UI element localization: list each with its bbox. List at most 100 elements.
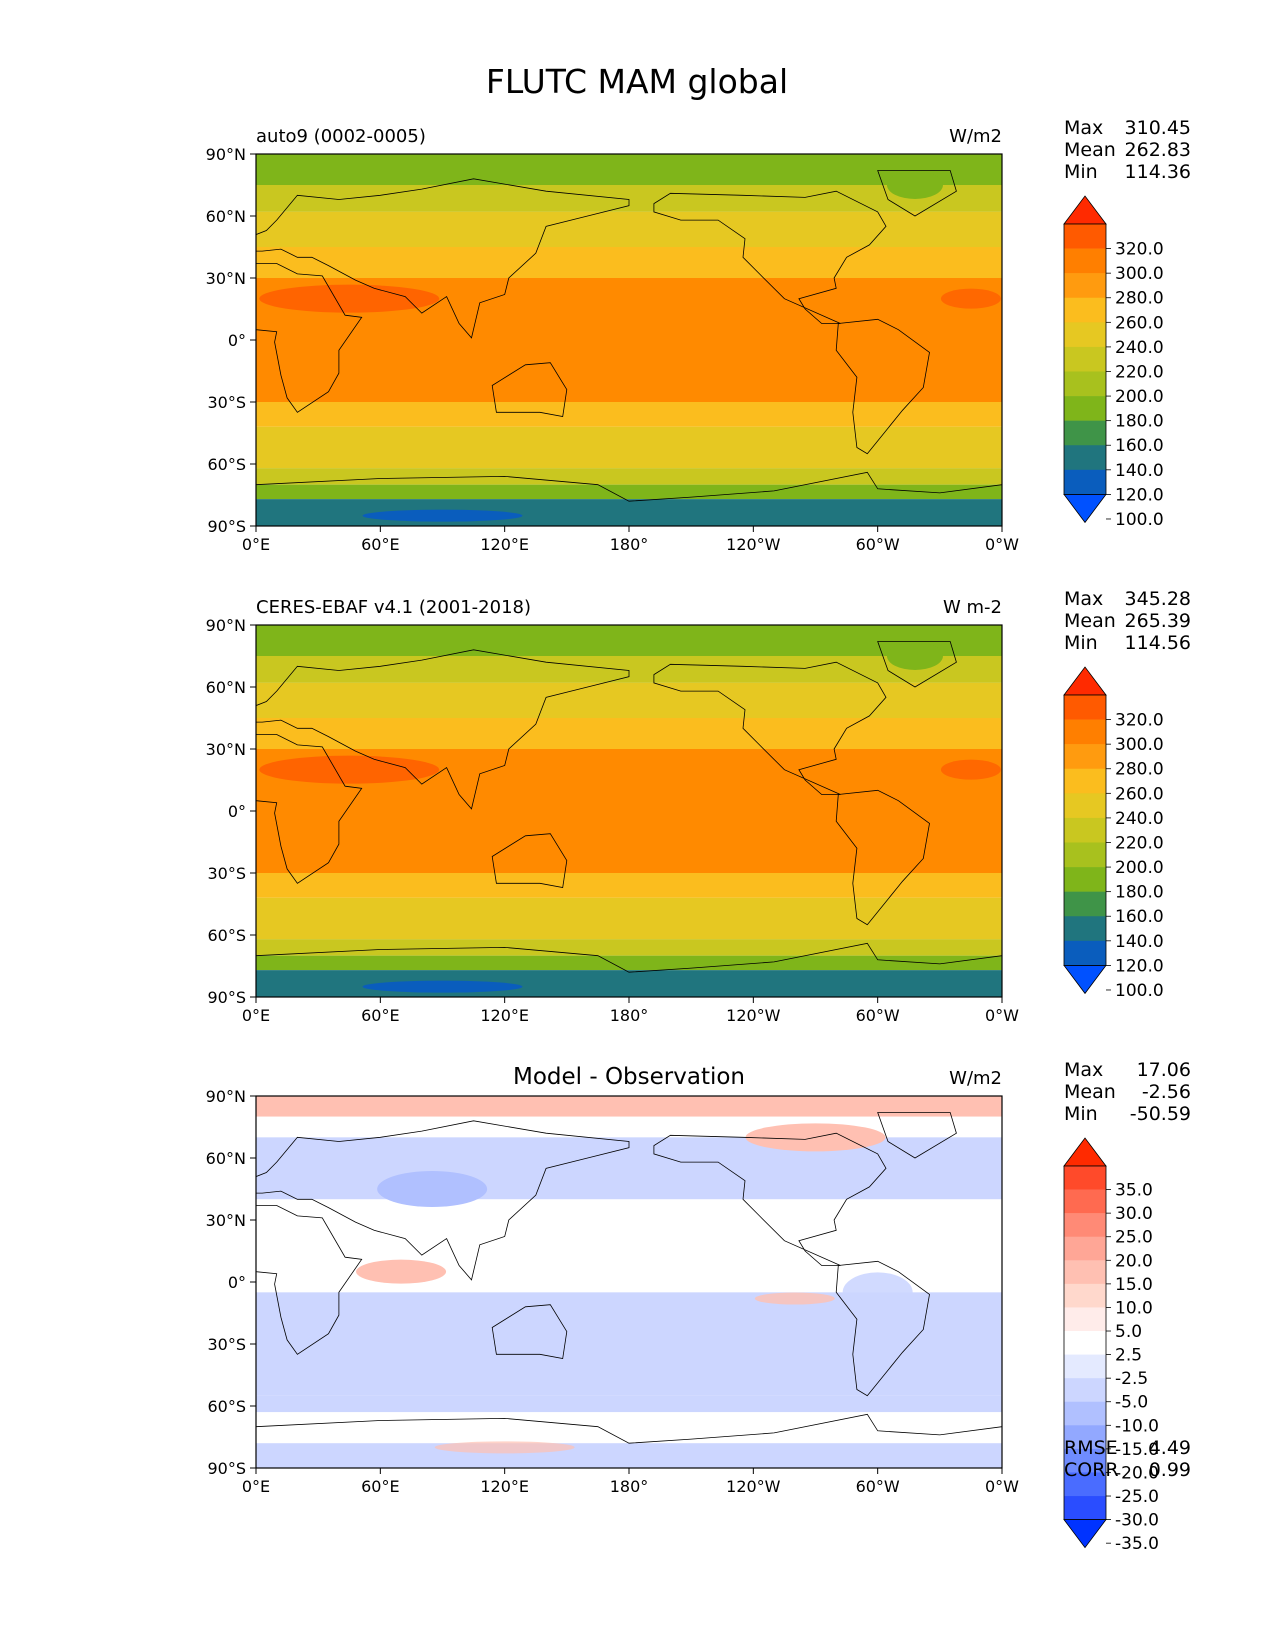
colorbar-tick-label: 180.0 (1115, 412, 1164, 432)
colorbar-tick-label: 120.0 (1115, 485, 1164, 505)
map-band (256, 656, 1002, 683)
coastline (491, 362, 568, 417)
colorbar-cell (1064, 891, 1106, 917)
colorbar-tick-label: 100.0 (1115, 510, 1164, 530)
colorbar-cell (1064, 817, 1106, 843)
map-field (256, 625, 1002, 997)
y-tick-label: 30°N (206, 740, 246, 759)
y-tick-label: 30°N (206, 269, 246, 288)
colorbar-cell (1064, 842, 1106, 868)
colorbar-tick-label: 180.0 (1115, 883, 1164, 903)
x-tick-label: 60°W (856, 1006, 900, 1025)
colorbar-tick-label: 300.0 (1115, 735, 1164, 755)
colorbar-cell (1064, 371, 1106, 397)
figure-title: FLUTC MAM global (486, 62, 788, 101)
map-field (256, 154, 1002, 526)
colorbar-tick-label: 260.0 (1115, 784, 1164, 804)
panels: auto9 (0002-0005) W/m2 90°N 60°N 30°N 0° 30°S 6… (206, 117, 1191, 1554)
map-band (256, 955, 1002, 971)
colorbar-tick-label: 220.0 (1115, 833, 1164, 853)
stat-label: Max (1064, 1059, 1103, 1081)
panel-left-title: CERES-EBAF v4.1 (2001-2018) (256, 597, 531, 618)
colorbar-frame (1063, 1165, 1107, 1521)
y-tick-label: 30°S (207, 864, 246, 883)
coastline (256, 471, 1002, 526)
coastline (835, 789, 930, 926)
colorbar-cell (1064, 224, 1106, 249)
x-tick-label: 60°E (361, 1477, 399, 1496)
x-tick-label: 0°W (985, 535, 1019, 554)
map-band (256, 1116, 1002, 1138)
x-tick-label: 180° (610, 1006, 649, 1025)
colorbar-tick-label: 200.0 (1115, 858, 1164, 878)
colorbar-tick-label: 30.0 (1115, 1204, 1153, 1224)
coastline (877, 170, 957, 217)
colorbar-tick-label: -20.0 (1115, 1463, 1159, 1483)
stat-value: 345.28 (1125, 588, 1191, 610)
stat-label: Min (1064, 1103, 1098, 1125)
panel-units: W m-2 (943, 597, 1002, 618)
map-band (256, 426, 1002, 469)
colorbar-cell (1064, 1260, 1106, 1285)
y-tick-label: 60°S (207, 926, 246, 945)
colorbar-cell (1064, 1472, 1106, 1497)
colorbar-cell (1064, 1425, 1106, 1450)
colorbar-tick-label: 160.0 (1115, 436, 1164, 456)
colorbar-cell (1064, 940, 1106, 966)
colorbar-tick-label: -2.5 (1115, 1369, 1148, 1389)
map-band (256, 247, 1002, 278)
y-tick-label: 30°N (206, 1211, 246, 1230)
colorbar-cell (1064, 396, 1106, 421)
map-band (256, 970, 1002, 997)
y-tick-label: 0° (228, 802, 246, 821)
colorbar-extend-bottom (1063, 965, 1107, 995)
colorbar-tick-label: -25.0 (1115, 1487, 1159, 1507)
map-band (256, 484, 1002, 500)
map-hotspot (259, 755, 440, 784)
stat-value: 310.45 (1125, 117, 1191, 139)
x-tick-label: 0°W (985, 1006, 1019, 1025)
colorbar-tick-label: 240.0 (1115, 338, 1164, 358)
map-band (256, 154, 1002, 185)
map-coldspot (362, 509, 523, 522)
coastline (491, 1304, 568, 1359)
colorbar-cell (1064, 1331, 1106, 1355)
colorbar-cell (1064, 248, 1106, 274)
colorbar-tick-label: 200.0 (1115, 387, 1164, 407)
colorbar-cell (1064, 1283, 1106, 1308)
x-tick-label: 0°E (242, 1006, 270, 1025)
colorbar-tick-label: -15.0 (1115, 1440, 1159, 1460)
colorbar-cell (1064, 1307, 1106, 1332)
coastline (256, 263, 363, 413)
coastline (256, 734, 363, 884)
colorbar: 320.0 300.0 280.0 260.0 240.0 220.0 200.0 180.0… (1063, 666, 1164, 1001)
colorbar-tick-label: 10.0 (1115, 1298, 1153, 1318)
colorbar-cell (1064, 1189, 1106, 1214)
x-tick-label: 0°E (242, 1477, 270, 1496)
coastline (491, 833, 568, 888)
stat-label: Min (1064, 632, 1098, 654)
stat-label: Mean (1064, 1081, 1116, 1103)
x-tick-label: 60°E (361, 1006, 399, 1025)
y-tick-label: 30°S (207, 393, 246, 412)
coastline (256, 1205, 363, 1355)
colorbar-tick-label: 240.0 (1115, 809, 1164, 829)
colorbar-tick-label: -5.0 (1115, 1393, 1148, 1413)
x-tick-label: 120°E (480, 535, 529, 554)
colorbar-cell (1064, 322, 1106, 348)
colorbar-tick-label: 100.0 (1115, 981, 1164, 1001)
map-band (256, 897, 1002, 940)
colorbar-cell (1064, 1448, 1106, 1473)
colorbar: 35.0 30.0 25.0 20.0 15.0 10.0 5.0 2.5 -2.5 -5.0 -1… (1063, 1137, 1159, 1554)
colorbar-tick-label: 120.0 (1115, 956, 1164, 976)
x-tick-label: 120°W (726, 1006, 781, 1025)
map-band (256, 499, 1002, 526)
y-tick-label: 0° (228, 331, 246, 350)
colorbar-cell (1064, 1236, 1106, 1261)
x-tick-label: 60°W (856, 535, 900, 554)
map-band (256, 1395, 1002, 1413)
footer-stat-label: RMSE (1064, 1437, 1118, 1459)
panel-left-title: auto9 (0002-0005) (256, 126, 426, 147)
x-tick-label: 180° (610, 535, 649, 554)
map-hotspot (940, 759, 1001, 780)
